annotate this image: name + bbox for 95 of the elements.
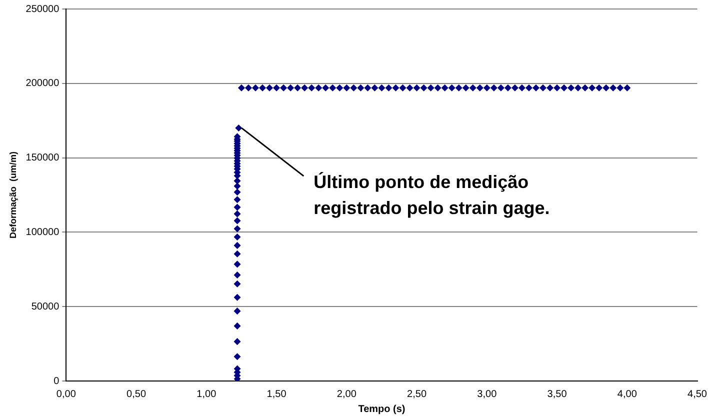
x-tick-label: 3,00: [477, 388, 498, 400]
y-tick-label: 100000: [26, 226, 60, 238]
point: [287, 84, 294, 92]
point: [484, 84, 490, 92]
point: [532, 84, 540, 92]
y-tick-label: 200000: [26, 78, 60, 90]
point: [357, 84, 364, 92]
point: [568, 84, 574, 92]
y-tick-label: 250000: [26, 4, 60, 15]
x-tick-label: 0,00: [56, 388, 76, 400]
point: [476, 84, 484, 92]
point: [392, 84, 400, 92]
point: [234, 353, 241, 360]
point: [234, 294, 241, 301]
point: [470, 84, 476, 92]
point: [371, 84, 378, 92]
point: [462, 84, 470, 92]
point: [322, 84, 329, 92]
point: [234, 225, 241, 232]
x-axis-title: Tempo (s): [358, 404, 406, 415]
point: [234, 178, 241, 184]
point: [616, 84, 624, 92]
point: [234, 210, 241, 218]
point: [235, 124, 242, 132]
x-tick-label: 1,00: [196, 388, 217, 400]
point: [234, 242, 241, 249]
point: [428, 84, 434, 92]
x-tick-label: 0,50: [126, 388, 146, 400]
point: [315, 84, 322, 92]
point: [588, 84, 596, 92]
point: [582, 84, 588, 92]
point: [504, 84, 512, 92]
point: [234, 217, 241, 224]
point: [448, 84, 456, 92]
x-tick-label: 2,00: [336, 388, 357, 400]
y-tick-label: 0: [54, 376, 60, 387]
point: [266, 84, 273, 92]
point: [234, 272, 241, 278]
point: [234, 308, 241, 314]
x-tick-label: 4,50: [688, 388, 708, 400]
point: [540, 84, 546, 92]
point: [378, 84, 386, 92]
point: [308, 84, 315, 92]
point: [234, 322, 241, 330]
point: [434, 84, 442, 92]
point: [413, 84, 420, 92]
point: [343, 84, 350, 92]
point: [273, 84, 280, 92]
point: [294, 84, 301, 92]
point: [350, 84, 357, 92]
point: [498, 84, 504, 92]
point: [245, 84, 252, 92]
point: [259, 84, 266, 92]
point: [518, 84, 526, 92]
point: [329, 84, 336, 92]
x-tick-label: 3,50: [547, 388, 568, 400]
point: [406, 84, 414, 92]
point: [420, 84, 428, 92]
x-tick-label: 4,00: [617, 388, 638, 400]
point: [234, 338, 241, 345]
point: [252, 84, 259, 92]
point: [234, 188, 241, 196]
point: [234, 234, 241, 240]
y-tick-label: 50000: [31, 301, 60, 312]
point: [234, 204, 241, 210]
point: [234, 250, 241, 258]
point: [596, 84, 602, 92]
point: [574, 84, 582, 92]
point: [602, 84, 610, 92]
point: [364, 84, 371, 92]
point: [546, 84, 554, 92]
point: [234, 196, 241, 203]
point: [624, 84, 630, 92]
point: [560, 84, 568, 92]
y-axis-title: Deformação (um/m): [8, 151, 18, 239]
annotation: Último ponto de medição registrado pelo strain gage.: [314, 172, 550, 218]
x-tick-label: 1,50: [266, 388, 287, 400]
point: [554, 84, 560, 92]
point: [234, 260, 241, 268]
point: [385, 84, 392, 92]
point: [234, 182, 241, 190]
point: [336, 84, 343, 92]
point: [490, 84, 498, 92]
point: [301, 84, 308, 92]
point: [526, 84, 532, 92]
y-tick-label: 150000: [26, 152, 60, 164]
point: [512, 84, 518, 92]
point: [442, 84, 448, 92]
point: [280, 84, 287, 92]
point: [610, 84, 616, 92]
point: [456, 84, 462, 92]
point: [234, 280, 241, 288]
x-tick-label: 2,50: [407, 388, 427, 400]
point: [399, 84, 406, 92]
point: [238, 84, 245, 92]
